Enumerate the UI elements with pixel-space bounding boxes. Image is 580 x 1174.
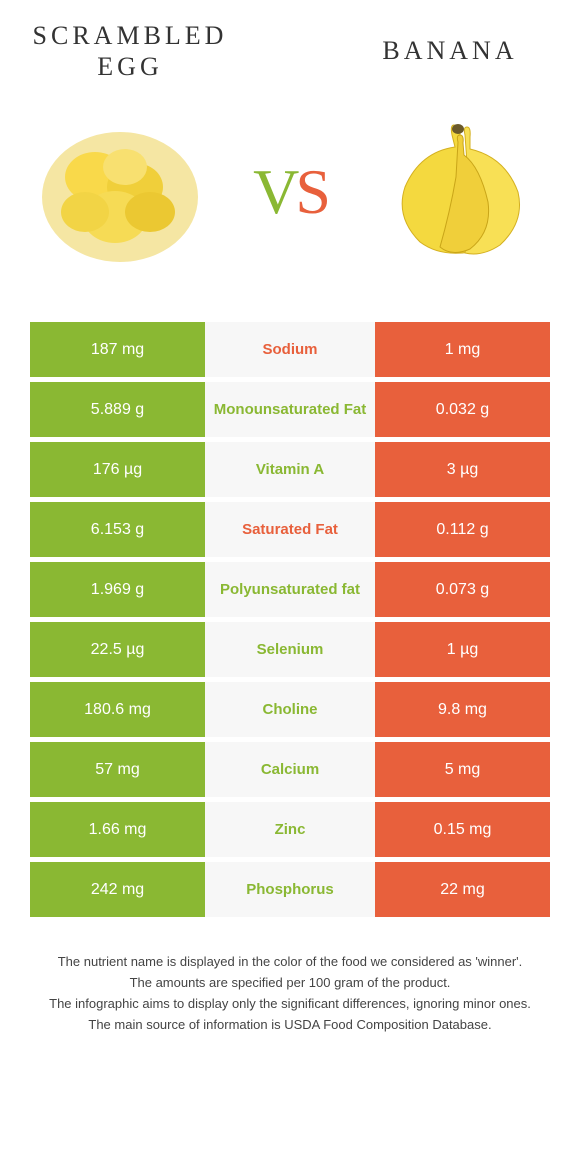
nutrient-label: Selenium bbox=[205, 622, 375, 677]
left-value: 176 µg bbox=[30, 442, 205, 497]
footer-line-4: The main source of information is USDA F… bbox=[40, 1015, 540, 1036]
images-row: VS bbox=[0, 92, 580, 312]
right-value: 9.8 mg bbox=[375, 682, 550, 737]
table-row: 57 mgCalcium5 mg bbox=[30, 742, 550, 797]
left-value: 242 mg bbox=[30, 862, 205, 917]
nutrient-label: Polyunsaturated fat bbox=[205, 562, 375, 617]
vs-s: S bbox=[295, 156, 327, 227]
table-row: 180.6 mgCholine9.8 mg bbox=[30, 682, 550, 737]
right-value: 1 mg bbox=[375, 322, 550, 377]
nutrient-label: Calcium bbox=[205, 742, 375, 797]
nutrient-label: Zinc bbox=[205, 802, 375, 857]
footer-line-1: The nutrient name is displayed in the co… bbox=[40, 952, 540, 973]
nutrient-label: Phosphorus bbox=[205, 862, 375, 917]
left-value: 22.5 µg bbox=[30, 622, 205, 677]
egg-icon bbox=[35, 117, 205, 267]
table-row: 6.153 gSaturated Fat0.112 g bbox=[30, 502, 550, 557]
banana-image bbox=[370, 102, 550, 282]
right-value: 3 µg bbox=[375, 442, 550, 497]
right-value: 22 mg bbox=[375, 862, 550, 917]
table-row: 176 µgVitamin A3 µg bbox=[30, 442, 550, 497]
table-row: 242 mgPhosphorus22 mg bbox=[30, 862, 550, 917]
nutrient-label: Vitamin A bbox=[205, 442, 375, 497]
right-value: 1 µg bbox=[375, 622, 550, 677]
footer-line-3: The infographic aims to display only the… bbox=[40, 994, 540, 1015]
table-row: 1.969 gPolyunsaturated fat0.073 g bbox=[30, 562, 550, 617]
left-value: 57 mg bbox=[30, 742, 205, 797]
nutrient-label: Monounsaturated Fat bbox=[205, 382, 375, 437]
table-row: 22.5 µgSelenium1 µg bbox=[30, 622, 550, 677]
right-food-title: BANANA bbox=[350, 36, 550, 66]
right-value: 0.112 g bbox=[375, 502, 550, 557]
vs-v: V bbox=[253, 156, 295, 227]
banana-icon bbox=[370, 117, 550, 267]
scrambled-egg-image bbox=[30, 102, 210, 282]
nutrient-label: Sodium bbox=[205, 322, 375, 377]
left-value: 1.66 mg bbox=[30, 802, 205, 857]
nutrient-table: 187 mgSodium1 mg5.889 gMonounsaturated F… bbox=[0, 322, 580, 917]
left-food-title: SCRAMBLED EGG bbox=[30, 20, 230, 82]
right-value: 0.032 g bbox=[375, 382, 550, 437]
footer-line-2: The amounts are specified per 100 gram o… bbox=[40, 973, 540, 994]
right-value: 0.073 g bbox=[375, 562, 550, 617]
infographic-container: SCRAMBLED EGG BANANA VS bbox=[0, 0, 580, 1066]
left-value: 187 mg bbox=[30, 322, 205, 377]
left-value: 6.153 g bbox=[30, 502, 205, 557]
nutrient-label: Saturated Fat bbox=[205, 502, 375, 557]
nutrient-label: Choline bbox=[205, 682, 375, 737]
vs-label: VS bbox=[253, 155, 327, 229]
title-row: SCRAMBLED EGG BANANA bbox=[0, 0, 580, 92]
right-value: 0.15 mg bbox=[375, 802, 550, 857]
right-value: 5 mg bbox=[375, 742, 550, 797]
footer-notes: The nutrient name is displayed in the co… bbox=[0, 922, 580, 1065]
left-value: 180.6 mg bbox=[30, 682, 205, 737]
left-value: 5.889 g bbox=[30, 382, 205, 437]
table-row: 187 mgSodium1 mg bbox=[30, 322, 550, 377]
table-row: 1.66 mgZinc0.15 mg bbox=[30, 802, 550, 857]
table-row: 5.889 gMonounsaturated Fat0.032 g bbox=[30, 382, 550, 437]
left-value: 1.969 g bbox=[30, 562, 205, 617]
